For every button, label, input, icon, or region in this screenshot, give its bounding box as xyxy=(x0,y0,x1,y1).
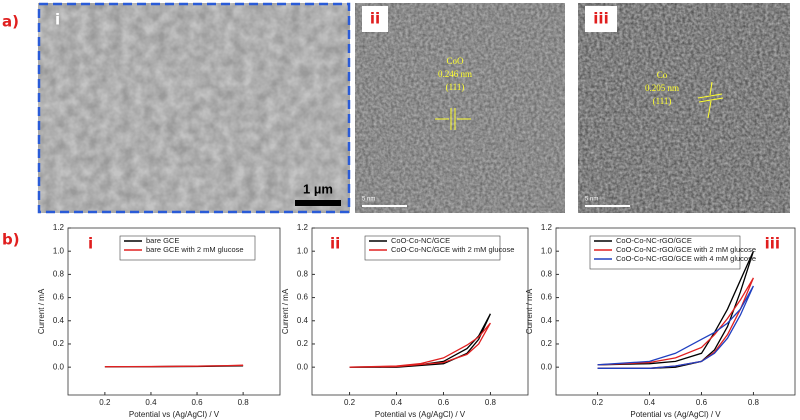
y-tick-label: 1.0 xyxy=(541,246,553,255)
y-tick-label: 0.2 xyxy=(53,339,65,348)
tem-image: ii CoO 0.246 nm (111) 5 nm xyxy=(355,3,565,213)
legend-label: bare GCE xyxy=(146,236,179,245)
image-label: iii xyxy=(593,10,608,28)
annotation: Co xyxy=(657,70,668,80)
legend-label: CoO-Co-NC-rGO/GCE xyxy=(616,236,692,245)
legend-label: bare GCE with 2 mM glucose xyxy=(146,245,244,254)
y-tick-label: 0.4 xyxy=(541,316,553,325)
x-tick-label: 0.4 xyxy=(391,398,403,407)
x-tick-label: 0.8 xyxy=(238,398,250,407)
legend-label: CoO-Co-NC-rGO/GCE with 2 mM glucose xyxy=(616,245,756,254)
annotation: 0.205 nm xyxy=(645,83,679,93)
scale-bar-label: 5 nm xyxy=(362,197,375,203)
annotation: 0.246 nm xyxy=(438,69,472,79)
plot-frame xyxy=(67,227,281,396)
legend-label: CoO-Co-NC/GCE with 2 mM glucose xyxy=(391,245,514,254)
x-tick-label: 0.4 xyxy=(644,398,656,407)
x-tick-label: 0.6 xyxy=(191,398,203,407)
legend-box xyxy=(119,235,256,261)
y-axis-label: Current / mA xyxy=(37,288,46,334)
sem-image: i 1 µm xyxy=(37,2,351,214)
annotation: (111) xyxy=(653,96,672,106)
y-axis-label: Current / mA xyxy=(525,288,534,334)
panel-label: iii xyxy=(765,235,780,253)
x-tick-label: 0.8 xyxy=(748,398,760,407)
image-label: ii xyxy=(370,10,380,28)
y-tick-label: 0.8 xyxy=(297,269,309,278)
x-tick-label: 0.2 xyxy=(99,398,111,407)
legend-label: CoO-Co-NC-rGO/GCE with 4 mM glucose xyxy=(616,254,756,263)
y-tick-label: 0.2 xyxy=(297,339,309,348)
legend-box xyxy=(364,235,501,261)
y-tick-label: 0.6 xyxy=(53,293,65,302)
y-tick-label: 0.8 xyxy=(541,269,553,278)
cv-curve xyxy=(349,322,491,368)
legend-label: CoO-Co-NC/GCE xyxy=(391,236,450,245)
annotation: CoO xyxy=(446,56,464,66)
x-axis-label: Potential vs (Ag/AgCl) / V xyxy=(129,410,220,419)
cv-curve xyxy=(349,313,491,368)
x-axis-label: Potential vs (Ag/AgCl) / V xyxy=(630,410,721,419)
cv-curve xyxy=(597,285,754,369)
y-tick-label: 0.6 xyxy=(541,293,553,302)
y-tick-label: 0.4 xyxy=(297,316,309,325)
y-tick-label: 1.2 xyxy=(297,223,309,232)
legend-box xyxy=(589,235,741,270)
cv-curve xyxy=(104,364,244,368)
x-tick-label: 0.2 xyxy=(592,398,604,407)
x-tick-label: 0.4 xyxy=(145,398,157,407)
panel-label: i xyxy=(88,235,93,253)
image-label: i xyxy=(55,11,60,29)
panel-label: ii xyxy=(330,235,340,253)
y-tick-label: 1.0 xyxy=(53,246,65,255)
y-tick-label: 1.2 xyxy=(53,223,65,232)
scale-bar-label: 1 µm xyxy=(303,181,333,196)
y-tick-label: 0.0 xyxy=(297,362,309,371)
figure-label: a) xyxy=(2,13,19,31)
cv-curve xyxy=(597,250,755,369)
x-tick-label: 0.6 xyxy=(438,398,450,407)
annotation: (111) xyxy=(446,82,465,92)
y-tick-label: 0.4 xyxy=(53,316,65,325)
y-tick-label: 0.0 xyxy=(53,362,65,371)
y-tick-label: 0.8 xyxy=(53,269,65,278)
y-tick-label: 0.6 xyxy=(297,293,309,302)
cv-curve xyxy=(597,277,755,369)
y-tick-label: 1.0 xyxy=(297,246,309,255)
scale-bar xyxy=(295,200,341,206)
x-tick-label: 0.2 xyxy=(344,398,356,407)
figure-label: b) xyxy=(2,231,20,249)
plot-frame xyxy=(311,227,529,396)
x-axis-label: Potential vs (Ag/AgCl) / V xyxy=(375,410,466,419)
plot-frame xyxy=(555,227,796,396)
tem-image: iii Co 0.205 nm (111) 5 nm xyxy=(578,3,790,213)
x-tick-label: 0.6 xyxy=(696,398,708,407)
x-tick-label: 0.8 xyxy=(485,398,497,407)
y-tick-label: 0.2 xyxy=(541,339,553,348)
y-axis-label: Current / mA xyxy=(281,288,290,334)
scale-bar-label: 5 nm xyxy=(585,197,598,203)
y-tick-label: 1.2 xyxy=(541,223,553,232)
y-tick-label: 0.0 xyxy=(541,362,553,371)
